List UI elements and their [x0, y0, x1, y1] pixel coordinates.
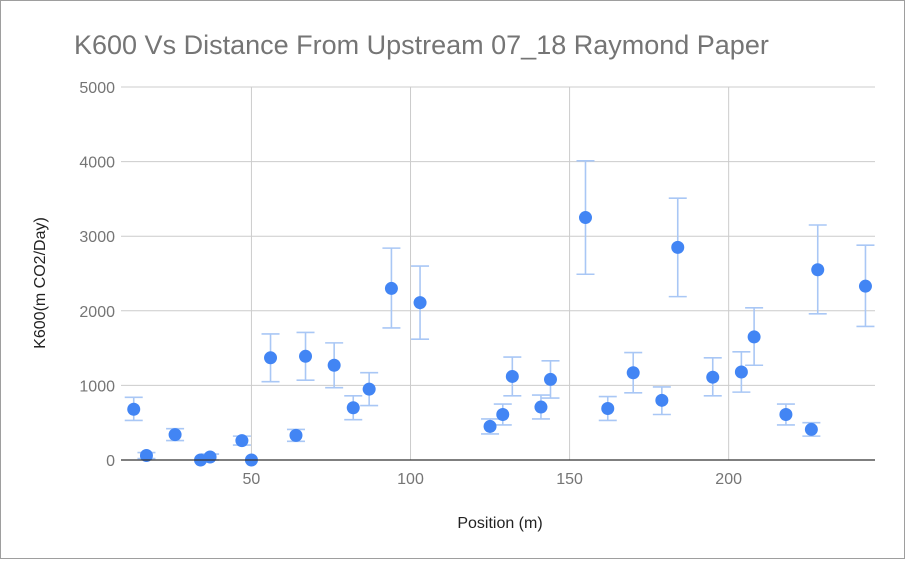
- grid-layer: [121, 86, 875, 460]
- data-point-24: [671, 240, 685, 254]
- x-tick-label-100: 100: [397, 471, 424, 488]
- data-point-2: [168, 428, 182, 442]
- data-point-7: [264, 351, 278, 365]
- x-tick-label-150: 150: [556, 471, 583, 488]
- data-point-21: [601, 402, 615, 416]
- y-tick-label-4000: 4000: [79, 155, 115, 172]
- data-point-26: [734, 365, 748, 379]
- y-tick-label-5000: 5000: [79, 80, 115, 97]
- chart-title: K600 Vs Distance From Upstream 07_18 Ray…: [74, 30, 769, 60]
- data-point-0: [127, 402, 141, 416]
- tick-labels: 0 1000 2000 3000 4000 5000 50 100 150 200: [79, 80, 742, 488]
- data-point-20: [578, 211, 592, 225]
- data-point-29: [804, 422, 818, 436]
- data-point-10: [327, 358, 341, 372]
- data-point-22: [626, 366, 640, 380]
- data-point-5: [235, 434, 249, 448]
- data-point-15: [483, 419, 497, 433]
- data-point-19: [543, 372, 557, 386]
- x-tick-label-200: 200: [715, 471, 742, 488]
- data-point-18: [534, 400, 548, 414]
- data-points: [127, 211, 872, 467]
- data-point-13: [384, 281, 398, 295]
- x-tick-label-50: 50: [243, 471, 261, 488]
- data-point-4: [203, 450, 217, 464]
- x-axis-title: Position (m): [457, 515, 542, 532]
- data-point-12: [362, 382, 376, 396]
- data-point-25: [706, 370, 720, 384]
- y-tick-label-3000: 3000: [79, 229, 115, 246]
- y-tick-label-2000: 2000: [79, 304, 115, 321]
- data-point-9: [299, 349, 313, 363]
- data-point-14: [413, 296, 427, 310]
- data-point-8: [289, 428, 303, 442]
- y-tick-label-1000: 1000: [79, 378, 115, 395]
- data-point-27: [747, 330, 761, 344]
- data-point-30: [811, 263, 825, 277]
- data-point-11: [346, 401, 360, 415]
- y-axis-title: K600(m CO2/Day): [32, 217, 49, 349]
- data-point-28: [779, 407, 793, 421]
- y-tick-label-0: 0: [106, 453, 115, 470]
- data-point-1: [139, 449, 153, 463]
- data-point-17: [505, 369, 519, 383]
- data-point-16: [496, 407, 510, 421]
- data-point-31: [858, 279, 872, 293]
- data-point-23: [655, 393, 669, 407]
